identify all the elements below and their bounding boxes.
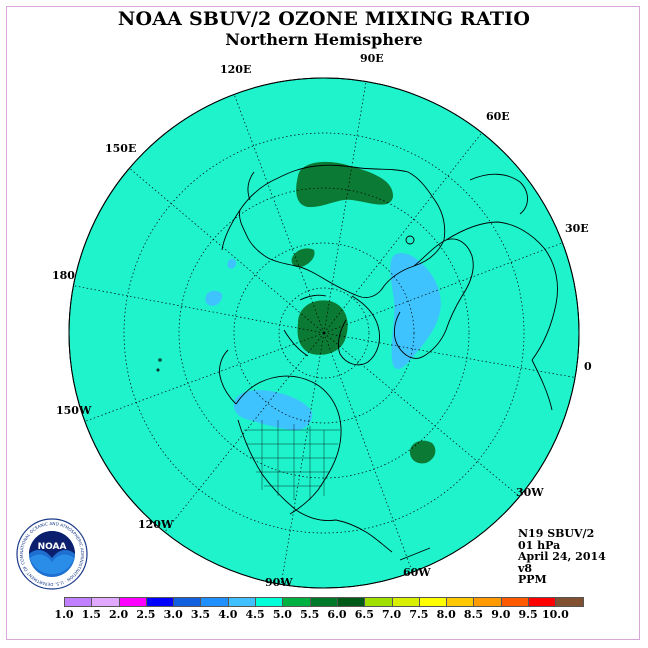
lon-label-120e: 120E — [220, 63, 251, 76]
figure-frame — [6, 6, 640, 640]
colorbar-swatch-18 — [555, 597, 584, 607]
colorbar-tick-label: 1.0 — [54, 608, 74, 621]
colorbar-swatch-7 — [255, 597, 284, 607]
low-ozone-region-canada — [233, 390, 313, 431]
map-title: NOAA SBUV/2 OZONE MIXING RATIO — [117, 8, 531, 30]
noaa-logo: NATIONAL OCEANIC AND ATMOSPHERIC ADMINIS… — [16, 518, 88, 590]
lon-label-90w: 90W — [265, 576, 293, 589]
colorbar-swatch-0 — [64, 597, 93, 607]
lon-label-120w: 120W — [138, 518, 174, 531]
colorbar-ticks: 1.0 1.5 2.0 2.5 3.0 3.5 4.0 4.5 5.0 5.5 6.0 6.5 7.0 7… — [54, 608, 594, 622]
colorbar-swatch-14 — [446, 597, 475, 607]
colorbar-tick-label: 6.5 — [354, 608, 374, 621]
coastlines — [156, 164, 558, 561]
colorbar-tick-label: 1.5 — [81, 608, 101, 621]
latitude-circles — [123, 132, 525, 534]
high-ozone-region-siberia — [296, 161, 394, 208]
colorbar-tick-label: 7.0 — [382, 608, 402, 621]
colorbar-tick-label: 4.0 — [218, 608, 238, 621]
info-units: PPM — [518, 573, 547, 586]
colorbar — [64, 597, 584, 607]
info-version: v8 — [518, 561, 533, 575]
colorbar-tick-label: 5.0 — [272, 608, 292, 621]
lon-label-180: 180 — [52, 269, 75, 282]
colorbar-tick-label: 8.5 — [463, 608, 484, 621]
colorbar-swatch-15 — [473, 597, 502, 607]
colorbar-tick-label: 4.5 — [245, 608, 265, 621]
colorbar-swatch-9 — [309, 597, 338, 607]
low-ozone-region-small — [227, 259, 237, 269]
high-ozone-region-east-siberia — [291, 248, 315, 268]
colorbar-swatch-3 — [145, 597, 175, 607]
lon-label-30e: 30E — [565, 222, 589, 235]
colorbar-tick-label: 3.0 — [163, 608, 183, 621]
colorbar-swatch-1 — [91, 597, 120, 607]
map-subtitle: Northern Hemisphere — [225, 30, 423, 49]
colorbar-tick-label: 3.5 — [190, 608, 211, 621]
colorbar-tick-label: 10.0 — [541, 608, 569, 621]
high-ozone-region-atlantic — [409, 440, 436, 464]
colorbar-tick-label: 6.0 — [327, 608, 347, 621]
colorbar-swatch-8 — [282, 597, 311, 607]
colorbar-swatch-13 — [418, 597, 448, 607]
lon-label-150e: 150E — [105, 142, 136, 155]
meridians — [69, 78, 579, 586]
data-info: N19 SBUV/2 01 hPa April 24, 2014 v8 PPM — [518, 528, 606, 586]
colorbar-swatch-2 — [118, 597, 147, 607]
colorbar-tick-label: 9.0 — [491, 608, 511, 621]
low-ozone-region-bering — [205, 290, 223, 306]
low-ozone-region-europe — [390, 253, 441, 370]
colorbar-tick-label: 5.5 — [300, 608, 320, 621]
colorbar-tick-label: 7.5 — [409, 608, 429, 621]
colorbar-swatch-16 — [500, 597, 530, 607]
us-state-borders — [244, 420, 340, 500]
colorbar-swatch-10 — [336, 597, 366, 607]
colorbar-swatch-11 — [364, 597, 393, 607]
colorbar-tick-label: 2.0 — [109, 608, 129, 621]
colorbar-tick-label: 9.5 — [518, 608, 538, 621]
colorbar-swatch-12 — [391, 597, 420, 607]
lon-label-30w: 30W — [516, 486, 544, 499]
colorbar-tick-label: 8.0 — [436, 608, 456, 621]
high-ozone-region-pole — [297, 300, 348, 355]
info-satellite: N19 SBUV/2 — [518, 527, 595, 540]
colorbar-swatch-4 — [173, 597, 202, 607]
lon-label-60e: 60E — [486, 110, 510, 123]
colorbar-tick-label: 2.5 — [136, 608, 156, 621]
svg-text:NOAA: NOAA — [38, 542, 67, 552]
colorbar-swatch-17 — [528, 597, 557, 607]
map-border — [68, 77, 580, 589]
lon-label-150w: 150W — [56, 404, 92, 417]
lon-label-90e: 90E — [360, 52, 384, 65]
lon-label-60w: 60W — [403, 566, 431, 579]
info-date: April 24, 2014 — [518, 550, 606, 563]
lon-label-0: 0 — [584, 360, 592, 373]
colorbar-swatch-6 — [227, 597, 257, 607]
colorbar-swatch-5 — [200, 597, 229, 607]
info-level: 01 hPa — [518, 538, 561, 552]
